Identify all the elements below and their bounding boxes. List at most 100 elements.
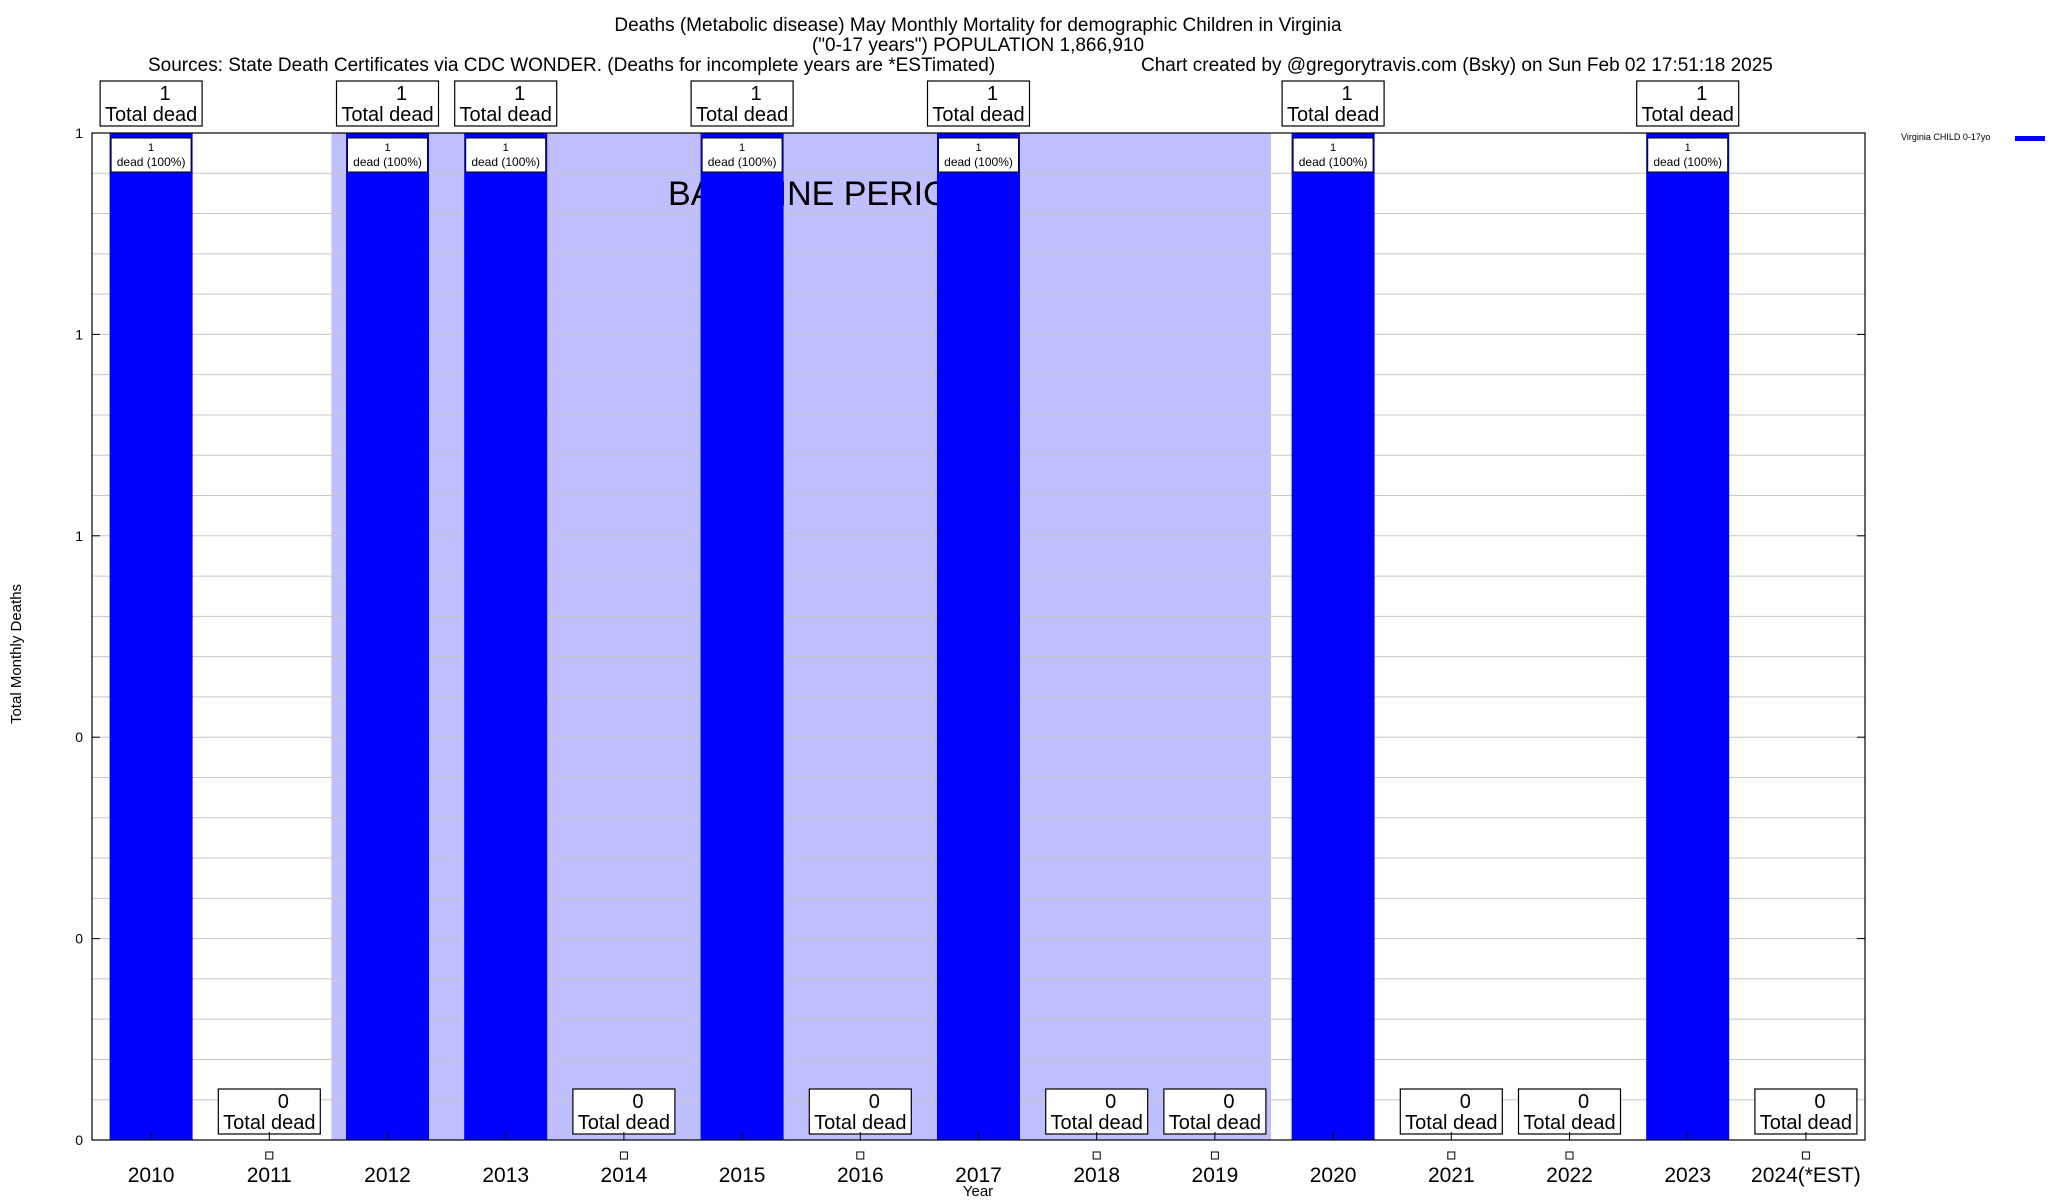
bar-label-count: 1 <box>975 142 981 154</box>
y-tick-label: 0 <box>75 729 83 745</box>
total-suffix: Total dead <box>341 104 433 126</box>
bar-2012 <box>346 133 429 1140</box>
y-tick-label: 1 <box>75 326 83 342</box>
legend: Virginia CHILD 0-17yo <box>1901 132 2045 142</box>
total-box <box>572 1088 676 1135</box>
total-box <box>1163 1088 1267 1135</box>
total-count: 0 <box>1460 1091 1471 1113</box>
x-tick-label: 2021 <box>1428 1164 1475 1187</box>
total-suffix: Total dead <box>105 104 197 126</box>
bar-label-percent: dead (100%) <box>708 155 777 169</box>
bar-2013 <box>464 133 548 1140</box>
x-tick-label: 2014 <box>601 1164 648 1187</box>
bar-label-box <box>1292 137 1374 173</box>
x-tick-label: 2016 <box>837 1164 884 1187</box>
y-tick-label: 1 <box>75 528 83 544</box>
total-suffix: Total dead <box>1523 1112 1615 1134</box>
total-suffix: Total dead <box>223 1112 315 1134</box>
bar-label-box <box>110 137 192 173</box>
bars <box>109 133 1730 1140</box>
total-count: 1 <box>1696 83 1707 105</box>
x-tick-label: 2022 <box>1546 1164 1593 1187</box>
bar-label-count: 1 <box>1330 142 1336 154</box>
total-suffix: Total dead <box>814 1112 906 1134</box>
total-box <box>690 80 794 127</box>
y-tick-label: 0 <box>75 1132 83 1148</box>
x-tick-label: 2020 <box>1310 1164 1357 1187</box>
zero-marker <box>265 1151 274 1160</box>
bar-label-box <box>347 137 428 173</box>
legend-label: Virginia CHILD 0-17yo <box>1901 132 1990 142</box>
bar-label-count: 1 <box>1685 142 1691 154</box>
x-tick-label: 2013 <box>482 1164 529 1187</box>
chart-title-line1: Deaths (Metabolic disease) May Monthly M… <box>614 15 1342 36</box>
zero-marker <box>1801 1151 1810 1160</box>
total-box <box>217 1088 321 1135</box>
zero-marker <box>1210 1151 1219 1160</box>
x-tick-label: 2024(*EST) <box>1751 1164 1861 1187</box>
total-box <box>454 80 558 127</box>
total-box <box>1754 1088 1858 1135</box>
bar-2020 <box>1291 133 1375 1140</box>
total-suffix: Total dead <box>578 1112 670 1134</box>
total-count: 1 <box>987 83 998 105</box>
legend-swatch <box>2015 136 2045 141</box>
y-tick-label: 1 <box>75 125 83 141</box>
x-tick-label: 2012 <box>364 1164 411 1187</box>
tick-labels: 0 0 0 1 1 1 2010 2011 2012 2013 2014 2015 2016 2017 20… <box>75 125 1861 1187</box>
y-tick-label: 0 <box>75 931 83 947</box>
total-box <box>335 80 440 127</box>
bar-label-percent: dead (100%) <box>1653 155 1722 169</box>
bar-label-box <box>938 137 1019 173</box>
total-suffix: Total dead <box>460 104 552 126</box>
chart-sources: Sources: State Death Certificates via CD… <box>148 55 995 76</box>
x-tick-label: 2015 <box>719 1164 766 1187</box>
total-count: 0 <box>1814 1091 1825 1113</box>
bar-label-count: 1 <box>148 142 154 154</box>
total-box <box>1517 1088 1622 1135</box>
x-tick-label: 2017 <box>955 1164 1002 1187</box>
total-count: 1 <box>514 83 525 105</box>
total-count: 0 <box>869 1091 880 1113</box>
x-tick-label: 2011 <box>247 1164 292 1187</box>
total-count: 1 <box>751 83 762 105</box>
bar-label-count: 1 <box>739 142 745 154</box>
total-suffix: Total dead <box>1642 104 1734 126</box>
bar-label-box <box>1647 137 1729 173</box>
total-suffix: Total dead <box>1051 1112 1143 1134</box>
x-tick-label: 2019 <box>1192 1164 1239 1187</box>
x-tick-label: 2023 <box>1664 1164 1711 1187</box>
total-box <box>1399 1088 1503 1135</box>
total-suffix: Total dead <box>1405 1112 1497 1134</box>
bar-2015 <box>700 133 784 1140</box>
chart-header: Deaths (Metabolic disease) May Monthly M… <box>148 15 1773 76</box>
zero-marker <box>1447 1151 1456 1160</box>
bar-label-count: 1 <box>503 142 509 154</box>
total-suffix: Total dead <box>696 104 788 126</box>
total-box <box>808 1088 912 1135</box>
total-count: 1 <box>396 83 407 105</box>
total-count: 0 <box>1105 1091 1116 1113</box>
total-suffix: Total dead <box>1287 104 1379 126</box>
bar-label-percent: dead (100%) <box>471 155 540 169</box>
bar-2023 <box>1646 133 1730 1140</box>
bar-label-percent: dead (100%) <box>944 155 1013 169</box>
total-box <box>99 80 203 127</box>
axes <box>91 132 1866 1141</box>
total-suffix: Total dead <box>932 104 1024 126</box>
total-count: 0 <box>1578 1091 1589 1113</box>
bar-label-box <box>701 137 783 173</box>
x-tick-label: 2010 <box>128 1164 175 1187</box>
total-suffix: Total dead <box>1169 1112 1261 1134</box>
total-box <box>1045 1088 1149 1135</box>
total-count: 0 <box>1223 1091 1234 1113</box>
bar-label-percent: dead (100%) <box>353 155 422 169</box>
x-axis-label: Year <box>963 1183 993 1200</box>
chart-credit: Chart created by @gregorytravis.com (Bsk… <box>1141 55 1773 76</box>
bar-2010 <box>109 133 193 1140</box>
total-count: 0 <box>278 1091 289 1113</box>
total-count: 0 <box>632 1091 643 1113</box>
zero-marker <box>1565 1151 1574 1160</box>
bar-label-count: 1 <box>384 142 390 154</box>
